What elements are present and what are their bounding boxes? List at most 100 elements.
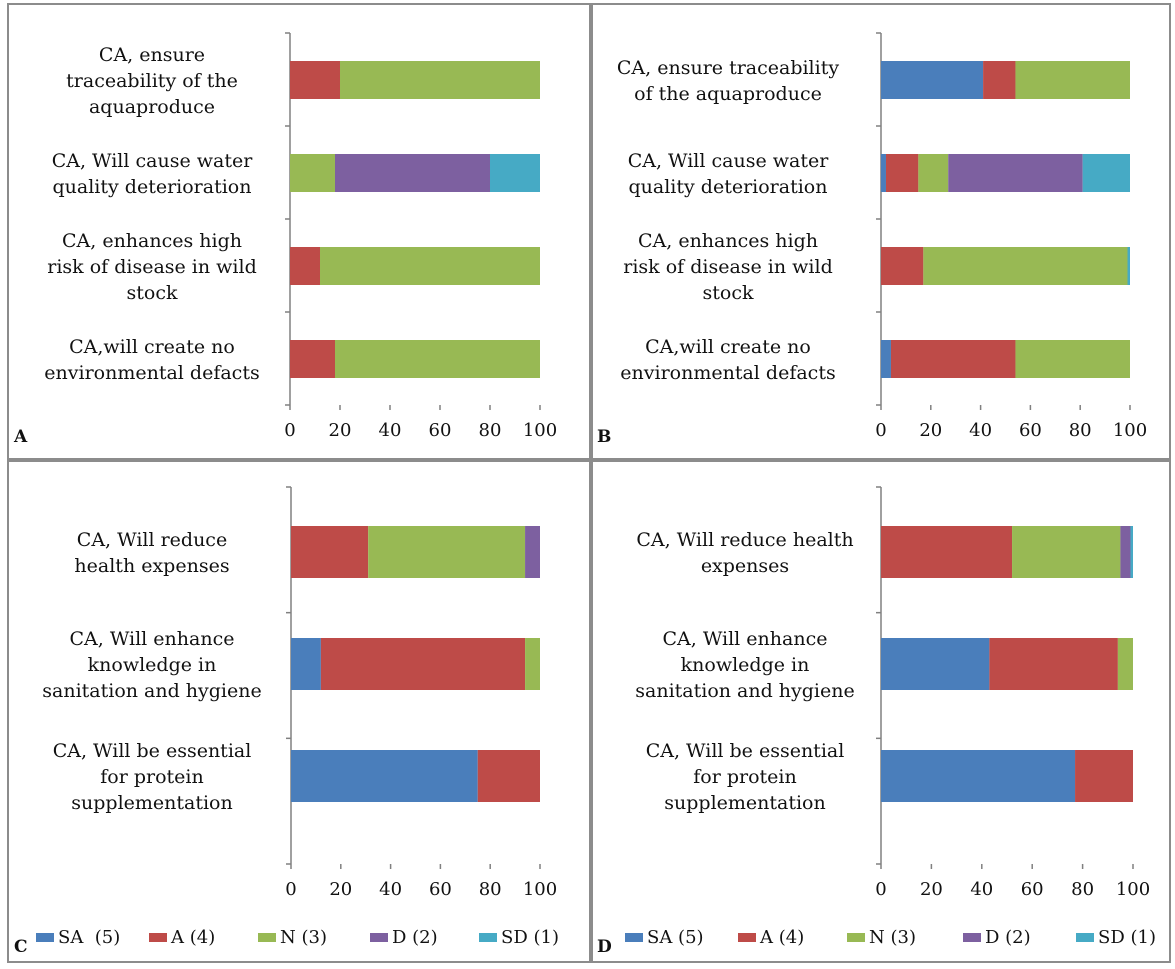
- legend-swatch-n: [258, 933, 276, 942]
- legend-label-d: D (2): [392, 927, 438, 948]
- x-tick-label-b: 80: [1069, 420, 1092, 441]
- x-tick-label-b: 60: [1019, 420, 1042, 441]
- bar-a-n-3: [320, 247, 540, 285]
- legend-label-d: D (2): [985, 927, 1031, 948]
- bar-c-n-1: [368, 526, 526, 578]
- category-label-c: CA, Will reduce: [77, 529, 227, 551]
- category-label-d: CA, Will reduce health: [636, 529, 853, 551]
- x-tick-label-b: 20: [919, 420, 942, 441]
- x-tick-label-a: 80: [479, 420, 502, 441]
- x-tick-label-a: 40: [379, 420, 402, 441]
- bar-b-d-2: [948, 154, 1083, 192]
- category-label-c: CA, Will enhance: [70, 628, 235, 650]
- legend-label-sd: SD (1): [501, 927, 559, 948]
- bar-a-a-4: [290, 340, 335, 378]
- x-tick-label-b: 100: [1113, 420, 1147, 441]
- panel-letter-d: D: [597, 937, 612, 957]
- bar-c-a-2: [320, 638, 526, 690]
- category-label-c: health expenses: [74, 555, 229, 577]
- bar-b-a-3: [881, 247, 924, 285]
- category-label-b: CA, Will cause water: [628, 150, 830, 172]
- x-tick-label-d: 60: [1021, 879, 1044, 900]
- bar-a-n-2: [290, 154, 335, 192]
- legend-d: SA (5) A (4) N (3) D (2) SD (1): [625, 927, 1156, 948]
- chart-panel-c: 0 20 40 60 80 100 CA, Will reduce health expens…: [14, 486, 557, 957]
- x-tick-label-a: 100: [523, 420, 557, 441]
- x-tick-label-b: 0: [875, 420, 886, 441]
- bar-c-sa-3: [291, 750, 478, 802]
- legend-swatch-a: [149, 933, 167, 942]
- x-tick-label-d: 0: [875, 879, 886, 900]
- category-label-b: environmental defacts: [620, 362, 835, 384]
- legend-label-a: A (4): [170, 927, 215, 948]
- category-label-b: stock: [703, 282, 754, 304]
- chart-panel-d: 0 20 40 60 80 100 CA, Will reduce health expens…: [597, 486, 1150, 957]
- legend-swatch-sa: [625, 933, 643, 942]
- bar-a-a-3: [290, 247, 320, 285]
- x-tick-label-a: 60: [429, 420, 452, 441]
- bar-d-sa-3: [881, 750, 1076, 802]
- x-tick-label-a: 20: [329, 420, 352, 441]
- category-label-c: knowledge in: [88, 654, 217, 676]
- bar-b-n-1: [1015, 61, 1130, 99]
- legend-label-sd: SD (1): [1098, 927, 1156, 948]
- bar-d-d-1: [1120, 526, 1131, 578]
- category-label-c: sanitation and hygiene: [42, 680, 261, 702]
- bar-b-a-2: [885, 154, 919, 192]
- bar-d-sa-2: [881, 638, 990, 690]
- bar-b-n-4: [1015, 340, 1130, 378]
- x-tick-label-c: 20: [329, 879, 352, 900]
- legend-swatch-a: [738, 933, 756, 942]
- panel-frame-d: [591, 460, 1171, 963]
- bar-b-n-3: [923, 247, 1128, 285]
- x-tick-label-c: 100: [523, 879, 557, 900]
- legend-swatch-sa: [36, 933, 54, 942]
- bar-c-n-2: [525, 638, 540, 690]
- category-label-d: knowledge in: [681, 654, 810, 676]
- legend-label-sa: SA (5): [647, 927, 704, 948]
- bar-d-a-2: [989, 638, 1118, 690]
- category-label-b: quality deterioration: [629, 176, 828, 198]
- x-tick-label-c: 80: [479, 879, 502, 900]
- panel-letter-a: A: [13, 427, 28, 447]
- x-tick-label-d: 80: [1071, 879, 1094, 900]
- bar-c-sa-2: [291, 638, 321, 690]
- legend-swatch-d: [963, 933, 981, 942]
- panel-frame-b: [591, 3, 1171, 460]
- category-label-d: CA, Will enhance: [663, 628, 828, 650]
- bar-a-sd-2: [490, 154, 540, 192]
- bar-d-n-2: [1117, 638, 1133, 690]
- x-tick-label-a: 0: [284, 420, 295, 441]
- bar-b-sd-2: [1082, 154, 1130, 192]
- bar-a-n-4: [335, 340, 540, 378]
- panel-frame-c: [7, 460, 591, 963]
- chart-panel-a: 0 20 40 60 80 100 CA, ensure traceability of th…: [13, 32, 557, 447]
- legend-swatch-d: [370, 933, 388, 942]
- category-label-d: sanitation and hygiene: [635, 680, 854, 702]
- legend-label-n: N (3): [280, 927, 327, 948]
- category-label-a: CA,will create no: [69, 336, 235, 358]
- bar-b-n-2: [918, 154, 949, 192]
- legend-label-a: A (4): [759, 927, 804, 948]
- category-label-a: quality deterioration: [53, 176, 252, 198]
- bar-c-a-1: [291, 526, 369, 578]
- bar-b-sd-3: [1127, 247, 1130, 285]
- x-tick-label-c: 60: [429, 879, 452, 900]
- category-label-a: traceability of the: [66, 70, 238, 92]
- bar-b-a-4: [890, 340, 1016, 378]
- bar-b-sa-4: [881, 340, 891, 378]
- category-label-c: supplementation: [71, 792, 232, 814]
- legend-label-sa: SA (5): [58, 927, 120, 948]
- legend-swatch-sd: [1076, 933, 1094, 942]
- category-label-a: CA, Will cause water: [52, 150, 254, 172]
- x-tick-label-d: 40: [970, 879, 993, 900]
- category-label-b: CA,will create no: [645, 336, 811, 358]
- category-label-b: of the aquaproduce: [634, 83, 822, 105]
- category-label-d: CA, Will be essential: [646, 740, 845, 762]
- bar-d-n-1: [1012, 526, 1121, 578]
- bar-d-a-1: [881, 526, 1013, 578]
- category-label-a: CA, enhances high: [62, 230, 242, 252]
- x-tick-label-b: 40: [969, 420, 992, 441]
- bar-c-d-1: [525, 526, 540, 578]
